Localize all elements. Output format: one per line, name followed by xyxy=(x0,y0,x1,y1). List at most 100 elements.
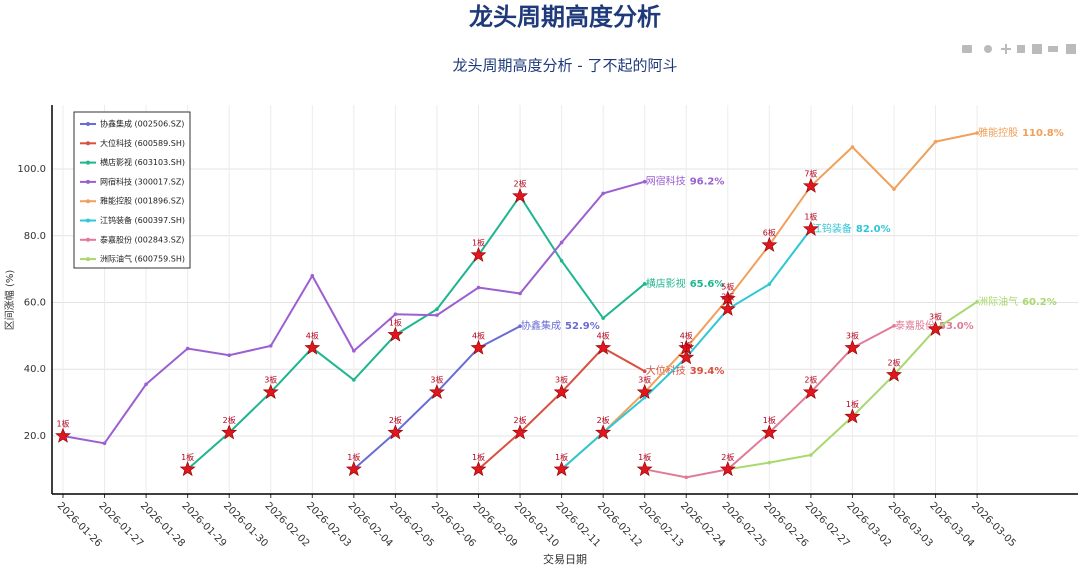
point xyxy=(642,369,647,374)
board-label: 2板 xyxy=(514,415,527,425)
tool-select[interactable] xyxy=(1017,45,1025,53)
end-label-value: 65.6% xyxy=(690,279,725,290)
point xyxy=(850,145,855,149)
legend-box xyxy=(73,111,191,269)
board-label: 1板 xyxy=(846,399,859,409)
point xyxy=(476,285,481,290)
toolbar xyxy=(962,44,1076,54)
plot: 协鑫集成 52.9% 大位科技 39.4% 横店影视 65.6% 网宿科技 96.2% 雅能控股… xyxy=(55,126,1064,480)
board-star xyxy=(387,326,404,342)
board-star xyxy=(719,460,736,477)
point xyxy=(559,259,564,263)
board-star xyxy=(553,460,570,477)
end-label: 江钨装备 82.0% xyxy=(812,222,891,235)
point xyxy=(601,191,605,196)
tool-zoom-in[interactable] xyxy=(1032,44,1042,54)
y-tick-label: 100.0 xyxy=(17,164,46,175)
board-label: 2板 xyxy=(721,452,734,462)
y-axis-label: 区间涨幅 (%) xyxy=(3,270,16,331)
point xyxy=(102,441,107,446)
tool-zoom-out[interactable] xyxy=(1048,46,1058,52)
board-label: 2板 xyxy=(804,375,817,385)
board-label: 1板 xyxy=(472,238,485,248)
point xyxy=(601,316,605,320)
end-label-value: 53.0% xyxy=(939,321,974,332)
point xyxy=(684,475,689,480)
board-label: 3板 xyxy=(555,375,568,385)
board-label: 2板 xyxy=(597,415,610,425)
board-star xyxy=(512,424,529,440)
point xyxy=(435,307,439,311)
legend-dot xyxy=(86,237,90,242)
legend-dot xyxy=(86,160,90,165)
board-star xyxy=(470,339,487,355)
point xyxy=(767,460,772,465)
point xyxy=(144,382,148,387)
tool-camera[interactable] xyxy=(962,45,972,53)
board-star xyxy=(221,424,238,440)
board-label: 1板 xyxy=(347,452,360,462)
y-tick-label: 40.0 xyxy=(24,364,46,375)
board-label: 3板 xyxy=(846,330,859,340)
point xyxy=(767,282,772,286)
board-label: 5板 xyxy=(721,281,734,291)
legend-dot xyxy=(86,257,90,262)
y-tick-label: 20.0 xyxy=(24,431,46,442)
end-label-name: 网宿科技 xyxy=(646,175,686,188)
board-star xyxy=(802,383,819,399)
board-label: 1板 xyxy=(389,317,402,327)
end-label-name: 洲际油气 xyxy=(978,295,1018,308)
board-star xyxy=(345,460,362,477)
end-label-value: 96.2% xyxy=(690,177,725,188)
end-label-name: 雅能控股 xyxy=(978,126,1018,139)
end-label-value: 52.9% xyxy=(565,321,600,332)
board-star xyxy=(636,460,653,477)
board-star xyxy=(512,187,529,203)
board-label: 3板 xyxy=(638,375,651,385)
board-label: 1板 xyxy=(555,452,568,462)
legend-dot xyxy=(86,218,90,223)
board-label: 3板 xyxy=(430,375,443,385)
board-label: 1板 xyxy=(181,452,194,462)
board-star xyxy=(470,460,487,477)
end-label: 网宿科技 96.2% xyxy=(646,175,725,188)
board-star xyxy=(802,177,819,193)
board-star xyxy=(262,383,279,400)
legend-label: 泰嘉股份 (002843.SZ) xyxy=(100,234,184,244)
legend-dot xyxy=(86,179,90,184)
board-star xyxy=(844,408,861,424)
tool-zoom[interactable] xyxy=(984,45,992,53)
tool-pan-v xyxy=(1005,44,1007,54)
board-star xyxy=(387,424,404,440)
legend-dot xyxy=(86,122,90,126)
board-star xyxy=(428,383,445,400)
end-label: 横店影视 65.6% xyxy=(646,277,725,290)
legend: 协鑫集成 (002506.SZ) 大位科技 (600589.SH) 横店影视 (60… xyxy=(73,111,191,269)
board-star xyxy=(678,349,695,365)
board-label: 4板 xyxy=(680,330,693,340)
legend-label: 洲际油气 (600759.SH) xyxy=(100,254,185,264)
board-label: 2板 xyxy=(223,415,236,425)
legend-label: 横店影视 (603103.SH) xyxy=(100,157,185,167)
point xyxy=(975,300,979,304)
end-label: 泰嘉股份 53.0% xyxy=(895,319,974,332)
y-tick-label: 80.0 xyxy=(24,231,46,242)
x-tick-label: 2026-03-05 xyxy=(969,500,1018,549)
end-label-value: 60.2% xyxy=(1022,297,1057,308)
series-line xyxy=(186,194,646,471)
board-star xyxy=(927,320,944,337)
tool-reset[interactable] xyxy=(1066,44,1076,54)
board-label: 2板 xyxy=(389,415,402,425)
board-label: 4板 xyxy=(597,330,610,340)
board-star xyxy=(470,246,487,262)
end-label-name: 江钨装备 xyxy=(812,222,852,235)
board-label: 1板 xyxy=(804,212,817,222)
point xyxy=(268,344,273,348)
legend-label: 江钨装备 (600397.SH) xyxy=(100,215,185,225)
point xyxy=(435,313,439,317)
legend-label: 网宿科技 (300017.SZ) xyxy=(100,176,184,186)
point xyxy=(352,378,356,382)
board-label: 4板 xyxy=(472,330,485,340)
point xyxy=(933,139,938,144)
board-star xyxy=(595,339,612,355)
